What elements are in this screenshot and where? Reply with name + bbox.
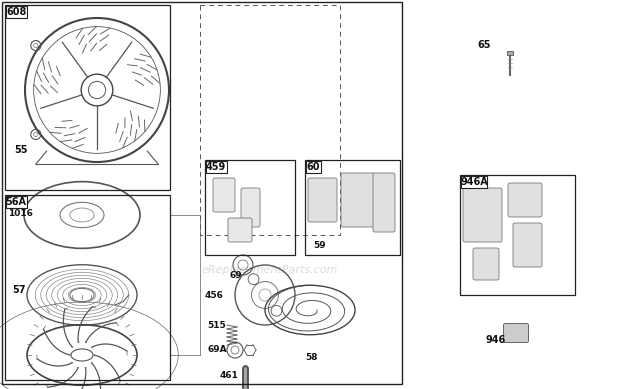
Text: 55: 55 bbox=[14, 145, 27, 155]
FancyBboxPatch shape bbox=[503, 324, 528, 342]
FancyBboxPatch shape bbox=[473, 248, 499, 280]
Bar bbox=[205, 160, 295, 255]
Text: 1016: 1016 bbox=[8, 209, 33, 217]
Bar bbox=[2, 2, 402, 384]
Text: 65: 65 bbox=[477, 40, 490, 50]
Text: 461: 461 bbox=[220, 370, 239, 380]
FancyBboxPatch shape bbox=[213, 178, 235, 212]
Text: 459: 459 bbox=[206, 162, 226, 172]
Bar bbox=[5, 5, 170, 190]
Text: 58: 58 bbox=[305, 354, 317, 363]
Bar bbox=[5, 195, 170, 380]
Bar bbox=[507, 51, 513, 55]
Bar bbox=[6, 6, 27, 18]
Text: 515: 515 bbox=[207, 321, 226, 329]
Bar bbox=[461, 176, 487, 188]
FancyBboxPatch shape bbox=[508, 183, 542, 217]
FancyBboxPatch shape bbox=[228, 218, 252, 242]
Text: 56A: 56A bbox=[6, 197, 27, 207]
FancyBboxPatch shape bbox=[463, 188, 502, 242]
Bar bbox=[460, 175, 575, 295]
Text: 57: 57 bbox=[12, 285, 25, 295]
FancyBboxPatch shape bbox=[241, 188, 260, 227]
FancyBboxPatch shape bbox=[341, 173, 375, 227]
FancyBboxPatch shape bbox=[308, 178, 337, 222]
Text: 59: 59 bbox=[313, 240, 326, 249]
Text: eReplacementParts.com: eReplacementParts.com bbox=[202, 265, 338, 275]
Text: 946A: 946A bbox=[460, 177, 488, 187]
Bar bbox=[6, 196, 27, 208]
Bar bbox=[305, 160, 400, 255]
Text: 60: 60 bbox=[307, 162, 321, 172]
Bar bbox=[206, 161, 226, 173]
Text: 69: 69 bbox=[230, 270, 242, 280]
Text: 456: 456 bbox=[205, 291, 224, 300]
Bar bbox=[306, 161, 321, 173]
Text: 69A: 69A bbox=[207, 345, 227, 354]
FancyBboxPatch shape bbox=[373, 173, 395, 232]
Text: 608: 608 bbox=[6, 7, 27, 17]
Bar bbox=[200, 5, 340, 235]
Text: 946: 946 bbox=[485, 335, 505, 345]
FancyBboxPatch shape bbox=[513, 223, 542, 267]
